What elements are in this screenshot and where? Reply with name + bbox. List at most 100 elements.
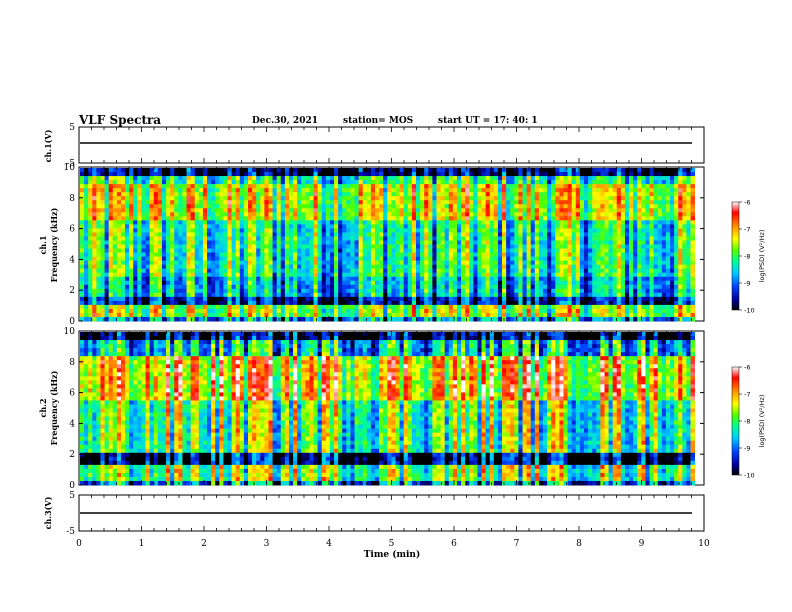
ch1-spectrogram-cell	[268, 312, 273, 318]
ch1-spectrogram-cell	[227, 204, 233, 209]
ch1-spectrogram-cell	[305, 184, 310, 189]
ch1-spectrogram-cell	[477, 196, 482, 201]
ch1-spectrogram-cell	[395, 220, 401, 225]
ch1-spectrogram-cell	[100, 204, 105, 209]
ch1-spectrogram-cell	[235, 280, 241, 286]
ch1-spectrogram-cell	[288, 304, 294, 310]
ch1-spectrogram-cell	[391, 240, 396, 245]
ch1-spectrogram-cell	[198, 220, 204, 225]
ch1-spectrogram-cell	[370, 192, 376, 197]
ch1-spectrogram-cell	[461, 288, 466, 294]
ch1-spectrogram-cell	[481, 252, 487, 257]
ch1-spectrogram-cell	[88, 176, 93, 181]
ch1-spectrogram-cell	[301, 304, 306, 310]
ch1-spectrogram-cell	[510, 288, 515, 294]
ch1-spectrogram-cell	[592, 280, 597, 286]
ch1-spectrogram-cell	[571, 188, 577, 193]
ch1-spectrogram-cell	[543, 244, 548, 249]
ch1-spectrogram-cell	[116, 300, 122, 306]
ch1-spectrogram-cell	[395, 248, 401, 253]
ch1-spectrogram-cell	[575, 304, 581, 310]
ch1-spectrogram-cell	[502, 232, 507, 237]
ch1-spectrogram-cell	[588, 312, 593, 318]
ch1-spectrogram-cell	[202, 252, 208, 257]
ch1-spectrogram-cell	[145, 256, 151, 262]
ch1-spectrogram-cell	[362, 200, 368, 205]
ch1-spectrogram-cell	[407, 188, 413, 193]
ch1-spectrogram-cell	[268, 220, 273, 225]
ch1-spectrogram-cell	[133, 192, 138, 197]
ch1-spectrogram-cell	[145, 284, 151, 290]
ch1-spectrogram-cell	[534, 248, 540, 253]
ch1-spectrogram-cell	[370, 240, 376, 245]
ch1-spectrogram-cell	[379, 316, 384, 322]
ch1-spectrogram-cell	[202, 232, 208, 237]
ch1-spectrogram-cell	[161, 172, 167, 177]
ch1-spectrogram-cell	[489, 208, 495, 213]
ch1-spectrogram-cell	[252, 308, 257, 314]
ch1-spectrogram-cell	[583, 268, 589, 274]
ch1-spectrogram-cell	[526, 236, 532, 241]
ch1-spectrogram-cell	[268, 200, 273, 205]
ch1-spectrogram-cell	[112, 304, 118, 310]
ch1-spectrogram-cell	[502, 212, 507, 217]
ch1-spectrogram-cell	[456, 248, 462, 253]
ch1-spectrogram-cell	[379, 180, 384, 185]
ch1-spectrogram-cell	[555, 276, 560, 282]
ch1-spectrogram-cell	[325, 276, 331, 282]
ch1-spectrogram-cell	[428, 196, 433, 201]
ch1-spectrogram-cell	[342, 184, 347, 189]
ch1-spectrogram-cell	[170, 316, 175, 322]
ch1-spectrogram-cell	[416, 252, 421, 257]
ch1-spectrogram-cell	[592, 188, 597, 193]
ch1-spectrogram-cell	[493, 240, 499, 245]
ch1-spectrogram-cell	[92, 316, 97, 322]
ch1-spectrogram-cell	[432, 300, 437, 306]
ch1-spectrogram-cell	[219, 224, 224, 229]
ch1-spectrogram-cell	[276, 228, 282, 233]
ch1-spectrogram-cell	[293, 252, 298, 257]
ch1-spectrogram-cell	[96, 276, 101, 282]
ch1-spectrogram-cell	[182, 252, 187, 257]
ch1-spectrogram-cell	[309, 184, 314, 189]
ch1-spectrogram-cell	[440, 176, 446, 181]
ch1-spectrogram-cell	[321, 212, 327, 217]
ch1-spectrogram-cell	[133, 176, 138, 181]
ch1-spectrogram-cell	[370, 188, 376, 193]
ch1-spectrogram-cell	[260, 288, 265, 294]
ch1-spectrogram-cell	[469, 176, 474, 181]
ch1-spectrogram-cell	[264, 308, 269, 314]
ch1-spectrogram-cell	[399, 316, 405, 322]
ch1-spectrogram-cell	[436, 224, 441, 229]
ch1-spectrogram-cell	[215, 184, 220, 189]
ch1-spectrogram-cell	[182, 184, 187, 189]
ch1-spectrogram-cell	[92, 196, 97, 201]
ch1-spectrogram-cell	[223, 280, 228, 286]
ch1-spectrogram-cell	[137, 244, 142, 249]
ch1-spectrogram-cell	[325, 268, 331, 274]
ch1-spectrogram-cell	[444, 316, 450, 322]
ch1-spectrogram-cell	[592, 208, 597, 213]
ch1-spectrogram-cell	[256, 196, 261, 201]
ch1-spectrogram-cell	[612, 176, 618, 181]
ch1-spectrogram-cell	[309, 228, 314, 233]
ch1-spectrogram-cell	[129, 296, 134, 302]
ch1-spectrogram-cell	[170, 280, 175, 286]
ch1-spectrogram-cell	[202, 220, 208, 225]
ch1-spectrogram-cell	[493, 256, 499, 262]
ch1-spectrogram-cell	[559, 232, 564, 237]
ch1-spectrogram-cell	[497, 296, 503, 302]
ch1-spectrogram-cell	[317, 304, 323, 310]
ch1-spectrogram-cell	[354, 176, 360, 181]
ch1-spectrogram-cell	[104, 304, 110, 310]
ch1-spectrogram-cell	[567, 276, 573, 282]
ch1-spectrogram-cell	[403, 312, 409, 318]
ch1-spectrogram-cell	[268, 208, 273, 213]
ch1-spectrogram-cell	[207, 220, 212, 225]
ch1-spectrogram-cell	[88, 316, 93, 322]
ch1-spectrogram-cell	[100, 248, 105, 253]
ch1-spectrogram-cell	[354, 204, 360, 209]
ch1-spectrogram-cell	[424, 252, 429, 257]
ch1-spectrogram-cell	[268, 184, 273, 189]
ch1-spectrogram-cell	[375, 196, 380, 201]
